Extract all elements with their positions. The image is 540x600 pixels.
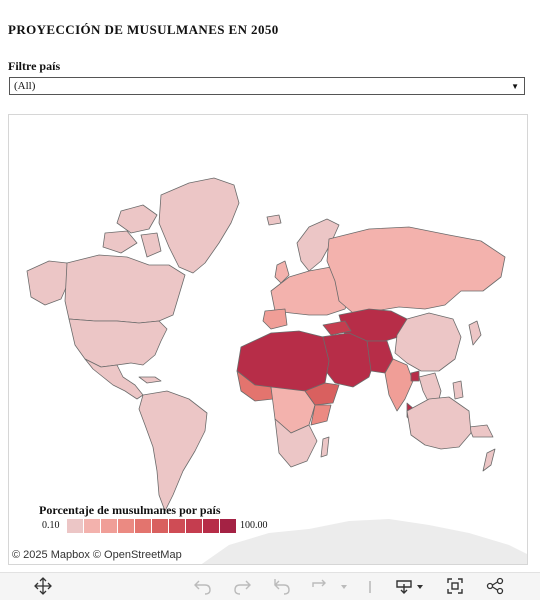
region-canada [64, 254, 186, 324]
region-greenland [158, 177, 240, 274]
region-iceland [266, 214, 282, 226]
region-russia [326, 226, 506, 314]
region-australia [406, 396, 472, 450]
fullscreen-icon[interactable] [446, 577, 464, 597]
filter-selected-value: (All) [14, 80, 36, 92]
legend-swatch [220, 519, 237, 533]
region-canada-islands [102, 204, 162, 258]
region-turkey [322, 320, 352, 336]
refresh-icon[interactable] [310, 577, 350, 597]
legend-min-label: 0.10 [42, 520, 60, 531]
region-usa [68, 318, 168, 368]
osm-attribution[interactable]: © OpenStreetMap [92, 549, 182, 561]
legend-max-label: 100.00 [240, 520, 268, 531]
region-horn-of-africa [304, 382, 340, 406]
legend-swatch [118, 519, 135, 533]
redo-icon[interactable] [232, 577, 252, 597]
map-canvas[interactable] [9, 115, 528, 565]
legend-swatch [84, 519, 101, 533]
chevron-down-icon: ▼ [511, 82, 519, 91]
viz-toolbar [0, 572, 540, 600]
region-southern-africa [274, 418, 318, 468]
region-new-zealand [482, 448, 496, 472]
legend-swatch [67, 519, 84, 533]
legend-swatch [186, 519, 203, 533]
region-bangladesh [410, 370, 420, 382]
region-mexico [84, 358, 144, 400]
region-new-guinea [468, 424, 494, 438]
legend-swatch [203, 519, 220, 533]
legend-swatch [101, 519, 118, 533]
region-antarctica [201, 519, 527, 564]
share-icon[interactable] [486, 577, 504, 597]
region-india [384, 358, 414, 412]
undo-icon[interactable] [193, 577, 213, 597]
region-east-africa [310, 404, 332, 426]
move-icon[interactable] [34, 577, 52, 597]
region-philippines [452, 380, 464, 400]
revert-icon[interactable] [272, 577, 292, 597]
region-china [394, 312, 462, 372]
legend-swatch [152, 519, 169, 533]
download-icon[interactable] [395, 577, 429, 597]
region-alaska [26, 260, 70, 306]
country-filter-select[interactable]: (All) ▼ [9, 77, 525, 95]
region-south-america [138, 390, 208, 512]
region-iberia [262, 308, 288, 330]
mapbox-attribution[interactable]: © 2025 Mapbox [12, 549, 90, 561]
legend-color-scale [67, 519, 237, 533]
world-map[interactable] [8, 114, 528, 565]
legend-title: Porcentaje de musulmanes por país [39, 503, 221, 517]
region-uk [274, 260, 290, 284]
filter-label: Filtre país [8, 59, 61, 73]
region-caribbean [138, 376, 162, 384]
legend-swatch [169, 519, 186, 533]
region-madagascar [320, 436, 330, 458]
legend-swatch [135, 519, 152, 533]
page-title: PROYECCIÓN DE MUSULMANES EN 2050 [8, 22, 279, 37]
toolbar-divider [368, 577, 372, 597]
map-attribution[interactable]: © 2025 Mapbox © OpenStreetMap [12, 549, 182, 561]
region-japan [468, 320, 482, 346]
